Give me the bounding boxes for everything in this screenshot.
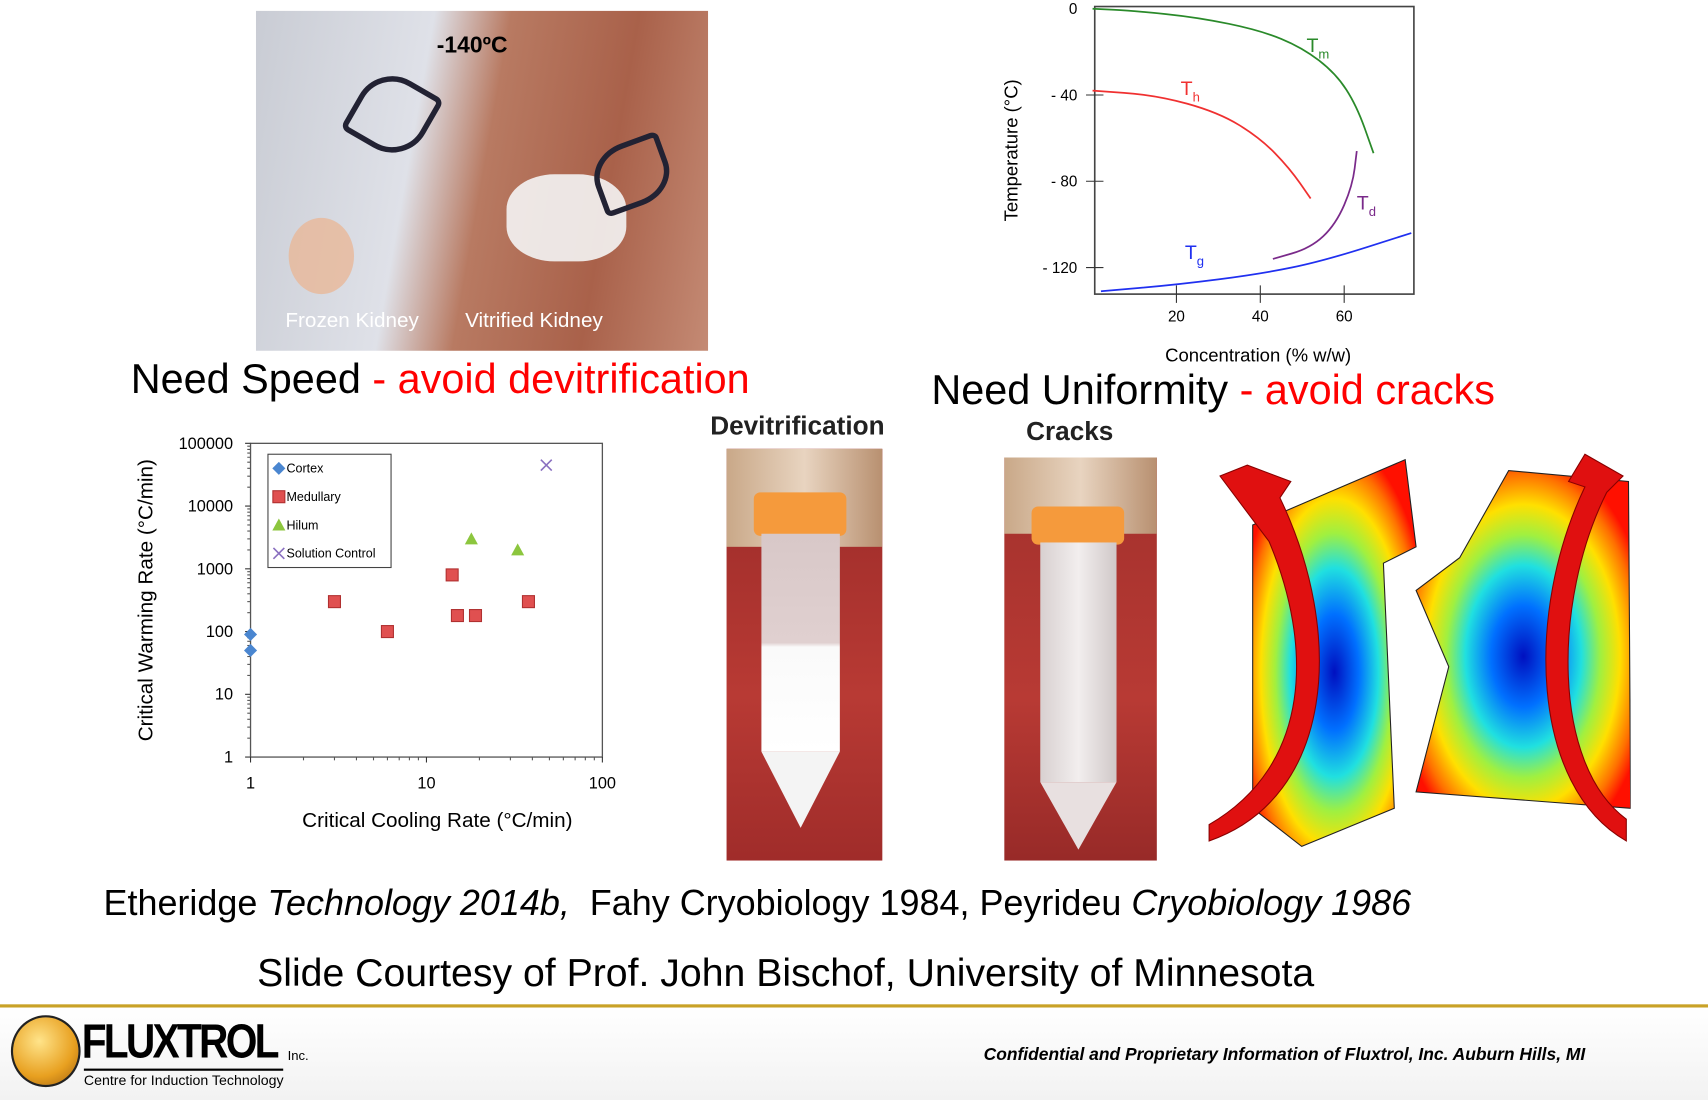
- y-tick-label: 0: [1069, 1, 1077, 18]
- footer-divider: [0, 1004, 1708, 1008]
- curve-label: Tm: [1306, 35, 1329, 62]
- citation-text: Fahy Cryobiology 1984, Peyrideu: [569, 882, 1132, 923]
- logo-globe-icon: [10, 1015, 81, 1088]
- legend-label: Solution Control: [286, 547, 375, 561]
- curve-label: Td: [1357, 192, 1376, 219]
- y-tick-label: 10000: [188, 498, 233, 516]
- citation-text: Etheridge: [103, 882, 268, 923]
- y-tick-label: - 40: [1051, 87, 1077, 104]
- curve-Tm: [1092, 7, 1375, 154]
- heading-text: Need Speed: [130, 357, 361, 404]
- y-tick-label: 1000: [197, 560, 233, 578]
- x-axis-label: Concentration (% w/w): [1165, 345, 1351, 366]
- legend-box: [267, 453, 392, 569]
- fluxtrol-logo: FLUXTROL Inc. Centre for Induction Techn…: [9, 1013, 325, 1089]
- legend-marker: [272, 518, 286, 531]
- data-point-hilum: [511, 543, 525, 556]
- curve-Tg: [1100, 232, 1412, 293]
- logo-tagline: Centre for Induction Technology: [83, 1068, 284, 1088]
- legend-marker: [272, 547, 285, 560]
- heading-red-text: - avoid cracks: [1228, 368, 1495, 414]
- data-point-medullary: [380, 625, 394, 639]
- heading-red-text: - avoid devitrification: [360, 357, 750, 404]
- data-point-hilum: [464, 532, 478, 545]
- legend-marker: [272, 490, 286, 504]
- logo-name: FLUXTROL: [81, 1015, 280, 1069]
- y-tick-label: 1: [224, 749, 233, 767]
- data-point-medullary: [521, 595, 535, 609]
- data-point-solution-control: [540, 459, 553, 472]
- x-tick-label: 1: [246, 775, 255, 793]
- citation-italic: Cryobiology 1986: [1131, 882, 1412, 923]
- legend-marker: [272, 461, 286, 475]
- data-point-medullary: [327, 595, 342, 609]
- curve-label-subscript: h: [1193, 90, 1200, 105]
- frozen-kidney-label: Frozen Kidney: [285, 309, 419, 333]
- heading-text: Need Uniformity: [931, 368, 1229, 414]
- y-tick-label: - 80: [1051, 174, 1077, 191]
- x-tick-label: 100: [589, 775, 616, 793]
- cracked-block-thermal-graphic: [1208, 453, 1631, 848]
- y-tick-label: 100000: [179, 435, 234, 453]
- kidney-photo: -140ºC Frozen Kidney Vitrified Kidney: [255, 10, 709, 351]
- legend-label: Cortex: [286, 462, 324, 476]
- data-point-medullary: [445, 568, 459, 582]
- cracks-caption: Cracks: [1026, 417, 1114, 447]
- data-point-medullary: [450, 609, 464, 623]
- x-tick-label: 20: [1168, 308, 1185, 325]
- legend-label: Hilum: [286, 518, 318, 532]
- y-tick-label: - 120: [1043, 260, 1078, 277]
- vitrified-kidney-label: Vitrified Kidney: [465, 309, 603, 333]
- x-tick-label: 40: [1252, 308, 1269, 325]
- need-uniformity-heading: Need Uniformity - avoid cracks: [931, 368, 1495, 415]
- x-tick-label: 10: [417, 775, 435, 793]
- curve-label-subscript: d: [1369, 204, 1376, 219]
- devitrification-caption: Devitrification: [710, 411, 885, 442]
- courtesy-line: Slide Courtesy of Prof. John Bischof, Un…: [257, 949, 1315, 995]
- data-point-cortex: [244, 627, 258, 641]
- logo-inc: Inc.: [287, 1047, 309, 1064]
- legend-label: Medullary: [286, 490, 341, 504]
- curve-label-subscript: g: [1197, 253, 1204, 268]
- x-axis-label: Critical Cooling Rate (°C/min): [302, 809, 572, 832]
- temp-label: -140ºC: [436, 32, 508, 58]
- x-tick-label: 60: [1336, 308, 1353, 325]
- left-arrow-icon: [1208, 464, 1320, 842]
- footer-bar: [0, 1007, 1708, 1100]
- plot-frame: [1093, 5, 1415, 295]
- curve-label-subscript: m: [1318, 46, 1329, 61]
- curve-label: Tg: [1185, 242, 1204, 269]
- data-point-cortex: [244, 643, 258, 657]
- citation-italic: Technology 2014b,: [267, 882, 570, 923]
- citation-line: Etheridge Technology 2014b, Fahy Cryobio…: [103, 882, 1411, 923]
- curve-Th: [1092, 89, 1312, 200]
- need-speed-heading: Need Speed - avoid devitrification: [131, 357, 750, 404]
- devitrification-tube-photo: [726, 448, 883, 861]
- y-tick-label: 100: [206, 623, 233, 641]
- cracks-tube-photo: [1004, 457, 1157, 861]
- warming-vs-cooling-scatter-chart: 1 10 100 1000 10000 100000 1 10 100 Critical Cool…: [135, 435, 617, 832]
- curve-Td: [1272, 150, 1358, 260]
- y-tick-label: 10: [215, 686, 233, 704]
- y-axis-label: Temperature (°C): [1000, 79, 1021, 221]
- y-axis-label: Critical Warming Rate (°C/min): [135, 459, 158, 741]
- confidential-notice: Confidential and Proprietary Information…: [983, 1045, 1586, 1065]
- curve-label: Th: [1181, 78, 1200, 105]
- right-arrow-icon: [1545, 453, 1627, 842]
- data-point-medullary: [468, 609, 483, 623]
- phase-diagram-chart: 0 - 40 - 80 - 120 20 40 60 Concentration (% w/w…: [1000, 1, 1415, 366]
